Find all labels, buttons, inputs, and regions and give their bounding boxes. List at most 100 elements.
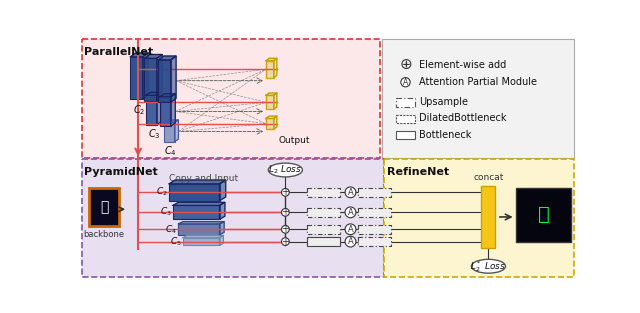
Text: Attention Partial Module: Attention Partial Module [419,77,538,87]
Text: Copy and Input: Copy and Input [169,174,238,183]
Polygon shape [266,61,274,78]
FancyBboxPatch shape [307,225,340,234]
Polygon shape [183,238,220,245]
Text: $C_2$: $C_2$ [156,185,168,198]
Text: A: A [348,225,353,234]
Text: $C_5$: $C_5$ [170,235,182,248]
Polygon shape [220,202,225,219]
FancyBboxPatch shape [358,208,391,217]
Text: A: A [348,208,353,217]
Polygon shape [266,93,277,95]
Polygon shape [274,93,277,109]
Polygon shape [169,184,220,201]
FancyBboxPatch shape [81,39,380,158]
Polygon shape [157,92,161,125]
FancyBboxPatch shape [481,186,495,248]
Polygon shape [146,92,161,95]
FancyBboxPatch shape [358,237,391,246]
Text: $C_4$: $C_4$ [164,145,177,158]
Circle shape [345,187,356,198]
Polygon shape [220,235,223,245]
FancyBboxPatch shape [516,188,572,242]
Polygon shape [173,205,220,219]
Text: ParallelNet: ParallelNet [84,47,153,57]
Circle shape [282,208,289,216]
Polygon shape [131,57,143,99]
Text: $C_3$: $C_3$ [160,205,172,218]
Text: ⊕: ⊕ [399,57,412,72]
FancyBboxPatch shape [382,39,575,158]
Text: $C_3$: $C_3$ [148,128,161,141]
Text: PyramidNet: PyramidNet [84,167,157,177]
Text: concat: concat [473,173,504,182]
Polygon shape [158,60,171,102]
Ellipse shape [268,163,303,177]
Text: $C_4$: $C_4$ [165,223,177,236]
FancyBboxPatch shape [307,208,340,217]
Circle shape [282,188,289,196]
Polygon shape [171,56,176,102]
Polygon shape [274,58,277,78]
Text: Output: Output [278,136,310,145]
Polygon shape [171,94,175,126]
Ellipse shape [472,259,506,273]
Circle shape [345,207,356,218]
Circle shape [401,78,410,87]
Polygon shape [220,222,224,235]
FancyBboxPatch shape [90,188,119,226]
FancyBboxPatch shape [384,159,575,277]
FancyBboxPatch shape [307,188,340,197]
Text: A: A [403,78,408,87]
Text: +: + [282,237,289,247]
Polygon shape [266,58,277,61]
Circle shape [345,224,356,235]
Polygon shape [173,202,225,205]
FancyBboxPatch shape [396,115,415,123]
Text: +: + [282,187,289,197]
FancyBboxPatch shape [396,131,415,139]
Polygon shape [158,56,176,60]
Polygon shape [160,94,175,97]
Polygon shape [179,222,224,224]
Polygon shape [146,95,157,125]
Circle shape [282,238,289,245]
Text: DilatedBottleneck: DilatedBottleneck [419,113,507,123]
FancyBboxPatch shape [358,188,391,197]
Text: $C_2$: $C_2$ [132,103,145,117]
Polygon shape [266,118,274,129]
Polygon shape [220,180,226,201]
Polygon shape [145,58,157,101]
Polygon shape [169,180,226,184]
Polygon shape [164,120,179,122]
Polygon shape [145,54,162,58]
FancyBboxPatch shape [396,98,415,107]
FancyBboxPatch shape [358,225,391,234]
Text: Upsample: Upsample [419,97,468,107]
Text: backbone: backbone [83,230,125,239]
FancyBboxPatch shape [307,237,340,246]
Polygon shape [157,54,162,101]
Text: $L_2^*$ Loss: $L_2^*$ Loss [470,259,506,274]
Text: A: A [348,188,353,197]
Polygon shape [164,122,175,141]
Text: RefineNet: RefineNet [387,167,449,177]
Circle shape [282,225,289,233]
FancyBboxPatch shape [81,159,384,277]
Polygon shape [143,53,148,99]
Polygon shape [266,95,274,109]
Polygon shape [266,116,277,118]
Polygon shape [160,97,171,126]
Polygon shape [175,120,179,141]
Polygon shape [183,235,223,238]
Text: A: A [348,237,353,246]
Circle shape [345,236,356,247]
Text: 🏃: 🏃 [538,205,549,224]
Text: Bottleneck: Bottleneck [419,130,472,140]
Text: +: + [282,224,289,234]
Text: 🏃: 🏃 [100,200,108,214]
Polygon shape [179,224,220,235]
Text: $L_2$ Loss: $L_2$ Loss [268,164,302,176]
Polygon shape [274,116,277,129]
Text: +: + [282,207,289,217]
Text: Element-wise add: Element-wise add [419,59,507,69]
